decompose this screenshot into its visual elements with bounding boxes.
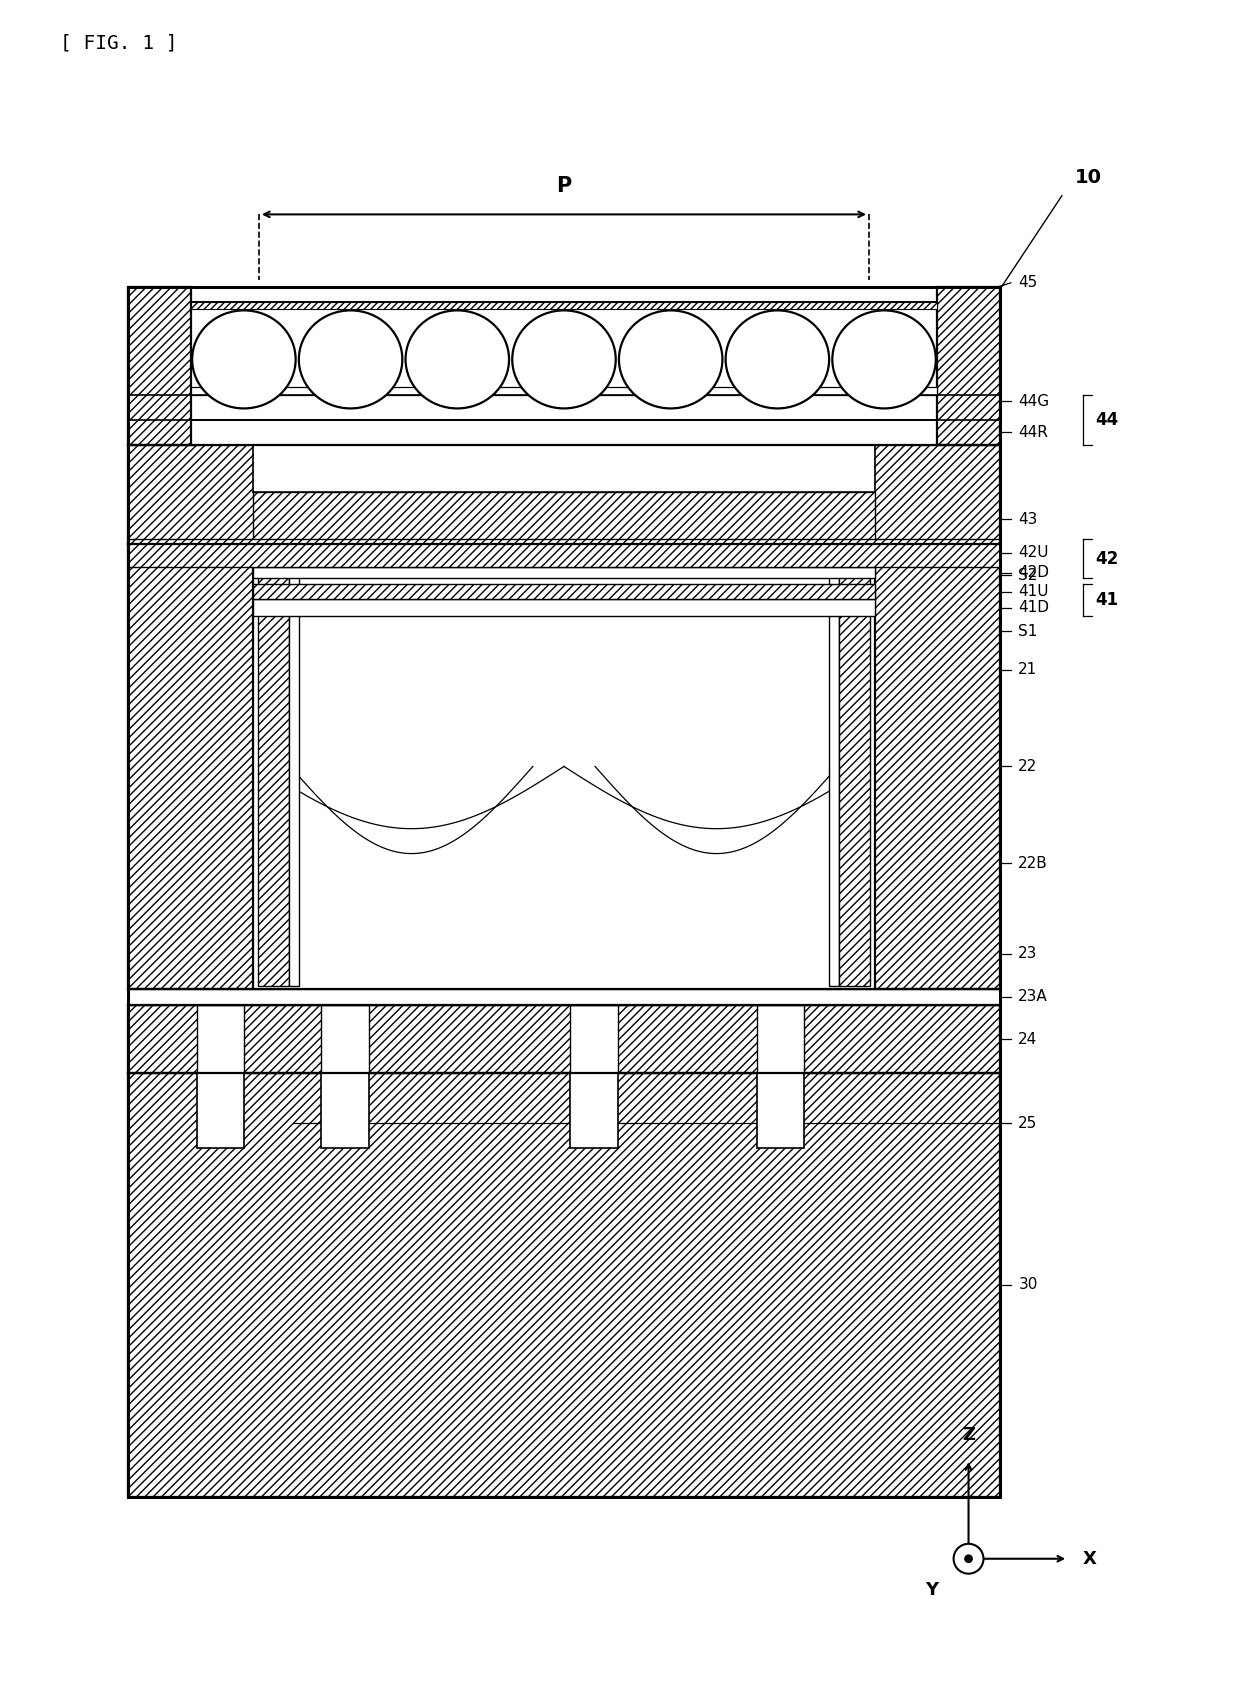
Text: X: X [1083, 1549, 1097, 1568]
Bar [128, 445, 999, 545]
Bar [254, 445, 874, 492]
Bar [258, 546, 289, 986]
Text: 41D: 41D [1018, 600, 1049, 615]
Bar [253, 583, 875, 599]
Text: P: P [557, 175, 572, 196]
Ellipse shape [512, 310, 616, 408]
Bar [289, 546, 299, 986]
Bar [128, 540, 999, 566]
Bar [128, 1074, 999, 1497]
Text: 22: 22 [1018, 759, 1038, 774]
Ellipse shape [192, 310, 295, 408]
Text: 41: 41 [1095, 592, 1118, 609]
Text: 21: 21 [1018, 663, 1038, 678]
Bar [253, 599, 875, 617]
Bar [191, 388, 937, 395]
Bar [839, 546, 870, 986]
Text: 44: 44 [1095, 411, 1118, 428]
Bar [128, 1005, 999, 1074]
Bar [128, 395, 999, 420]
Text: 42D: 42D [1018, 565, 1049, 580]
Bar [253, 492, 875, 545]
Bar [128, 545, 253, 988]
Bar [321, 1074, 368, 1148]
Bar [128, 988, 999, 1005]
Text: S1: S1 [1018, 624, 1038, 639]
Text: 23: 23 [1018, 946, 1038, 961]
Bar [253, 566, 875, 578]
Text: Z: Z [962, 1426, 975, 1445]
Bar [875, 545, 999, 988]
Text: 25: 25 [1018, 1116, 1038, 1131]
Ellipse shape [832, 310, 936, 408]
Bar [128, 287, 999, 1497]
Bar [128, 287, 191, 445]
Text: 10: 10 [1074, 167, 1101, 187]
Bar [253, 545, 875, 988]
Bar [321, 1005, 368, 1074]
Bar [570, 1005, 618, 1074]
Text: 23A: 23A [1018, 990, 1048, 1005]
Text: 43: 43 [1018, 513, 1038, 526]
Ellipse shape [619, 310, 723, 408]
Bar [937, 287, 999, 445]
Circle shape [954, 1544, 983, 1573]
Bar [756, 1074, 805, 1148]
Bar [570, 1074, 618, 1148]
Text: [ FIG. 1 ]: [ FIG. 1 ] [60, 34, 177, 52]
Text: 45: 45 [1018, 275, 1038, 290]
Ellipse shape [299, 310, 402, 408]
Text: S2: S2 [1018, 568, 1038, 583]
Bar [191, 302, 937, 309]
Text: 42: 42 [1095, 550, 1118, 568]
Bar [197, 1074, 244, 1148]
Bar [830, 546, 839, 986]
Text: 24: 24 [1018, 1032, 1038, 1047]
Ellipse shape [725, 310, 830, 408]
Bar [128, 420, 999, 445]
Bar [756, 1005, 805, 1074]
Text: 22B: 22B [1018, 855, 1048, 870]
Text: 42U: 42U [1018, 546, 1049, 560]
Text: 44G: 44G [1018, 393, 1049, 408]
Text: 30: 30 [1018, 1278, 1038, 1293]
Text: 44R: 44R [1018, 425, 1048, 440]
Text: 41U: 41U [1018, 583, 1049, 599]
Ellipse shape [405, 310, 510, 408]
Bar [197, 1005, 244, 1074]
Text: Y: Y [925, 1581, 937, 1598]
Circle shape [965, 1554, 973, 1563]
